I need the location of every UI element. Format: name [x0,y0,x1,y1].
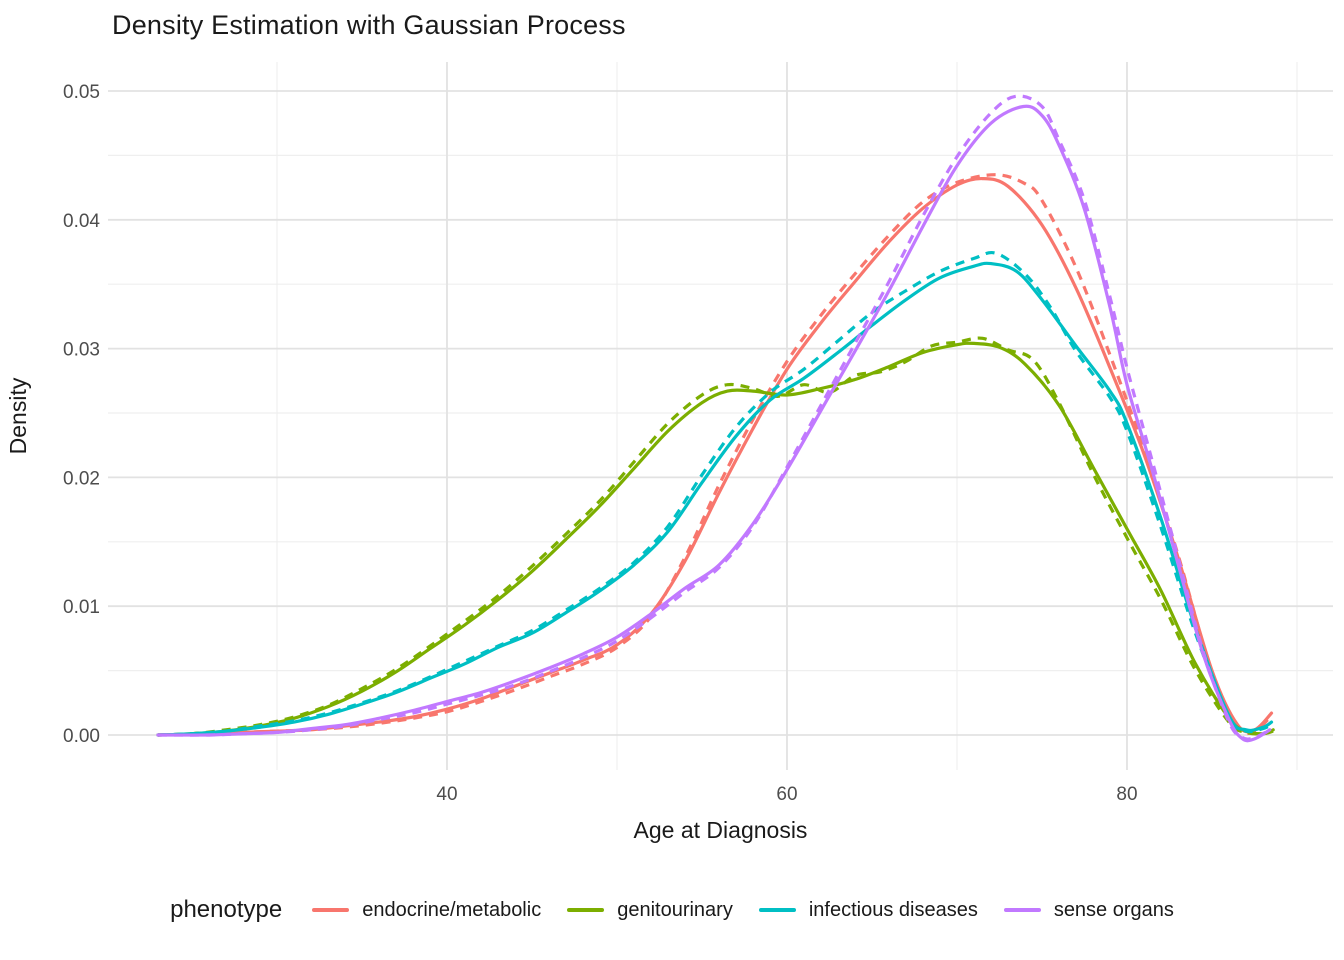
x-axis-title: Age at Diagnosis [634,817,808,843]
legend-item-sense-organs: sense organs [1003,898,1174,922]
legend-label: infectious diseases [808,898,978,921]
curve-sense-organs-solid [156,104,1272,743]
y-tick-label: 0.01 [63,597,100,618]
y-axis-title: Density [5,377,31,454]
y-tick-label: 0.03 [63,340,100,361]
legend-label: sense organs [1053,898,1174,921]
x-tick-label: 40 [436,784,457,805]
x-tick-label: 80 [1116,784,1137,805]
legend-item-genitourinary: genitourinary [567,899,733,922]
curve-genitourinary-dashed [157,336,1274,737]
y-tick-label: 0.00 [63,726,100,747]
legend: phenotype endocrine/metabolic genitourina… [0,886,1344,934]
legend-item-endocrine-metabolic: endocrine/metabolic [312,899,541,922]
legend-title: phenotype [170,896,283,923]
legend-label: genitourinary [617,898,733,921]
legend-label: endocrine/metabolic [362,898,542,921]
curve-endocrine-metabolic-dashed [157,173,1273,737]
density-plot: 0.00 0.01 0.02 0.03 0.04 0.05 40 60 80 Age at Dia… [5,62,1333,843]
curve-infectious-diseases-solid [156,261,1274,737]
legend-item-infectious-diseases: infectious diseases [758,898,978,922]
chart-title: Density Estimation with Gaussian Process [112,10,626,40]
y-tick-label: 0.05 [63,82,100,103]
legend-swatch-endocrine-metabolic [312,908,350,912]
y-tick-label: 0.04 [63,211,100,232]
legend-swatch-sense-organs [1003,908,1041,912]
legend-swatch-infectious-diseases [758,908,796,912]
x-tick-label: 60 [776,784,797,805]
curve-genitourinary-solid [156,341,1275,737]
curve-sense-organs-dashed [157,94,1271,741]
legend-swatch-genitourinary [567,908,605,912]
y-tick-label: 0.02 [63,468,100,489]
